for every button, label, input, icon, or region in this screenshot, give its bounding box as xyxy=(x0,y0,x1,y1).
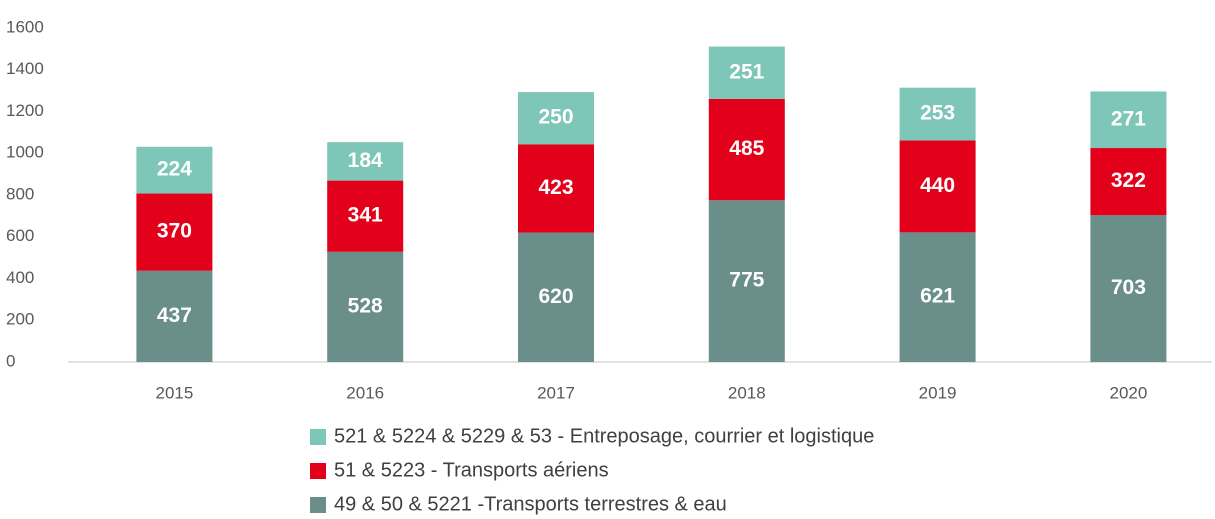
y-tick-label: 200 xyxy=(6,310,34,329)
legend-swatch xyxy=(310,497,326,513)
bar-segment xyxy=(327,142,404,181)
y-tick-label: 0 xyxy=(6,351,15,370)
value-label: 440 xyxy=(920,174,955,197)
value-label: 184 xyxy=(348,149,383,172)
value-label: 703 xyxy=(1111,276,1146,299)
bar-segment xyxy=(518,92,594,145)
x-tick-label: 2017 xyxy=(537,383,575,402)
legend-swatch xyxy=(310,429,326,445)
bar-segment xyxy=(899,87,976,141)
value-label: 775 xyxy=(729,269,764,292)
legend-label: 51 & 5223 - Transports aériens xyxy=(334,459,609,481)
legend-swatch xyxy=(310,463,326,479)
value-label: 250 xyxy=(538,106,573,129)
y-tick-label: 600 xyxy=(6,226,34,245)
bar-segment xyxy=(708,46,785,99)
y-tick-label: 1200 xyxy=(6,101,44,120)
bar-segment xyxy=(1090,148,1167,216)
bar-segment xyxy=(136,146,213,194)
bar-segment xyxy=(518,144,594,233)
value-label: 528 xyxy=(348,294,383,317)
bar-segment xyxy=(708,98,785,201)
x-tick-label: 2020 xyxy=(1109,383,1147,402)
bar-segment xyxy=(327,251,404,362)
x-tick-label: 2018 xyxy=(728,383,766,402)
bar-segment xyxy=(1090,91,1167,149)
y-tick-label: 800 xyxy=(6,184,34,203)
bar-segment xyxy=(708,200,785,362)
y-tick-label: 1400 xyxy=(6,59,44,78)
value-label: 251 xyxy=(729,60,764,83)
value-label: 423 xyxy=(538,176,573,199)
x-tick-label: 2015 xyxy=(155,383,193,402)
x-tick-label: 2019 xyxy=(919,383,957,402)
value-label: 224 xyxy=(157,158,192,181)
bar-segment xyxy=(327,180,404,252)
value-label: 620 xyxy=(538,285,573,308)
value-label: 271 xyxy=(1111,107,1146,130)
value-label: 485 xyxy=(729,137,764,160)
y-tick-label: 400 xyxy=(6,268,34,287)
bar-segment xyxy=(899,232,976,362)
legend-label: 521 & 5224 & 5229 & 53 - Entreposage, co… xyxy=(334,425,874,447)
legend-label: 49 & 50 & 5221 -Transports terrestres & … xyxy=(334,493,727,515)
value-label: 253 xyxy=(920,102,955,125)
bar-segment xyxy=(136,270,213,362)
bar-segment xyxy=(136,193,213,271)
bar-segment xyxy=(1090,215,1167,362)
bar-segment xyxy=(518,232,594,362)
y-tick-label: 1000 xyxy=(6,143,44,162)
value-label: 322 xyxy=(1111,169,1146,192)
value-label: 341 xyxy=(348,204,383,227)
value-label: 370 xyxy=(157,220,192,243)
y-tick-label: 1600 xyxy=(6,17,44,36)
bar-segment xyxy=(899,140,976,233)
value-label: 437 xyxy=(157,304,192,327)
x-tick-label: 2016 xyxy=(346,383,384,402)
value-label: 621 xyxy=(920,285,955,308)
